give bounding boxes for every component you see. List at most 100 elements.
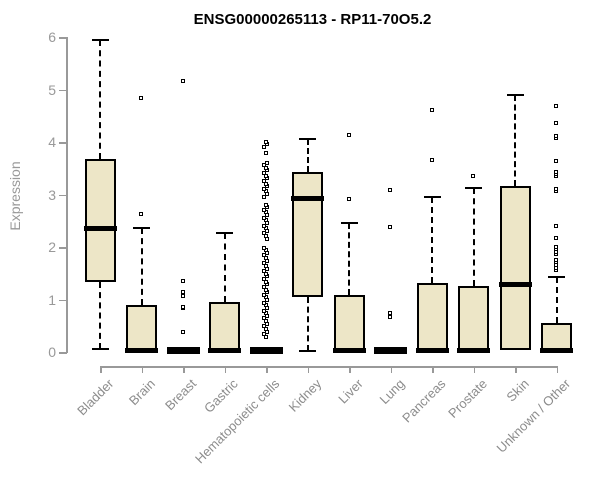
x-category-label: Bladder [74, 376, 117, 419]
boxplot-whisker-upper [472, 188, 475, 286]
y-tick [59, 247, 67, 249]
whisker-cap [91, 348, 109, 351]
boxplot-box [458, 285, 489, 351]
outlier-point [262, 261, 266, 266]
boxplot-median [498, 282, 532, 288]
boxplot-median [249, 347, 283, 355]
x-category-label: Prostate [445, 376, 491, 421]
y-tick [59, 352, 67, 354]
outlier-point [262, 245, 266, 250]
outlier-point [262, 186, 266, 191]
outlier-point [262, 308, 266, 313]
boxplot-whisker-upper [514, 94, 516, 186]
x-category-label: Gastric [201, 376, 242, 416]
boxplot-box [209, 301, 240, 351]
x-category-label: Pancreas [399, 376, 449, 426]
x-category-label: Brain [126, 376, 159, 409]
x-category-label: Kidney [285, 376, 325, 415]
outlier-point [554, 134, 558, 139]
boxplot-whisker-lower [99, 282, 101, 350]
y-tick-label: 5 [48, 81, 56, 98]
outlier-point [180, 293, 185, 298]
y-tick-label: 4 [48, 134, 56, 150]
outlier-point [180, 329, 185, 334]
boxplot-whisker-upper [99, 39, 101, 159]
boxplot-median [457, 347, 490, 353]
boxplot-median [540, 347, 573, 353]
x-tick [266, 366, 268, 373]
outlier-point [346, 133, 351, 138]
y-tick [59, 142, 67, 144]
chart-title: ENSG00000265113 - RP11-70O5.2 [193, 11, 432, 28]
outlier-point [262, 277, 266, 282]
whisker-cap [548, 275, 565, 278]
boxplot-box [126, 304, 157, 351]
outlier-point [262, 253, 266, 258]
boxplot-median [291, 196, 324, 202]
outlier-point [262, 269, 266, 274]
x-tick [307, 366, 309, 373]
x-tick [515, 366, 517, 373]
outlier-point [388, 311, 392, 316]
boxplot-median [415, 347, 449, 353]
outlier-point [262, 316, 266, 321]
whisker-cap [465, 187, 482, 190]
y-tick-label: 6 [48, 29, 56, 45]
boxplot-box [416, 282, 448, 351]
x-tick [349, 366, 351, 373]
outlier-point [554, 235, 558, 240]
outlier-point [263, 202, 268, 207]
y-tick-label: 2 [48, 239, 56, 255]
boxplot-whisker-upper [140, 228, 143, 305]
x-tick [224, 366, 226, 373]
y-tick-label: 0 [48, 344, 56, 360]
outlier-point [388, 315, 392, 320]
boxplot-median [208, 347, 241, 353]
x-axis-line [100, 366, 558, 368]
boxplot-box [541, 322, 572, 351]
outlier-point [429, 108, 434, 112]
y-tick [59, 89, 67, 91]
outlier-point [388, 225, 392, 230]
outlier-point [262, 223, 266, 228]
boxplot-whisker-upper [431, 197, 433, 283]
outlier-point [471, 173, 475, 178]
boxplot-median [83, 226, 117, 232]
outlier-point [554, 170, 558, 175]
boxplot-whisker-upper [223, 233, 226, 302]
outlier-point [263, 139, 268, 144]
outlier-point [139, 212, 143, 217]
y-tick-label: 1 [48, 291, 56, 308]
x-tick [556, 366, 558, 373]
outlier-point [263, 151, 268, 156]
outlier-point [262, 300, 266, 305]
outlier-point [429, 157, 434, 162]
x-tick [432, 366, 434, 373]
x-category-label: Breast [162, 376, 200, 414]
outlier-point [554, 103, 558, 108]
whisker-cap [299, 349, 316, 352]
outlier-point [554, 158, 558, 163]
outlier-point [262, 231, 266, 236]
outlier-point [262, 207, 266, 212]
outlier-point [262, 163, 266, 168]
boxplot-whisker-upper [555, 276, 558, 323]
outlier-point [262, 144, 266, 149]
outlier-point [388, 187, 392, 192]
y-tick [59, 194, 67, 196]
whisker-cap [340, 222, 358, 225]
x-tick [390, 366, 392, 373]
outlier-point [554, 224, 558, 229]
whisker-cap [91, 38, 109, 41]
whisker-cap [216, 232, 233, 235]
outlier-point [262, 171, 266, 175]
whisker-cap [506, 93, 524, 96]
boxplot-box [333, 295, 365, 351]
boxplot-box [84, 158, 116, 283]
outlier-point [554, 244, 558, 249]
x-tick [141, 366, 143, 373]
outlier-point [262, 284, 266, 289]
outlier-point [262, 194, 266, 199]
boxplot-median [166, 347, 200, 355]
